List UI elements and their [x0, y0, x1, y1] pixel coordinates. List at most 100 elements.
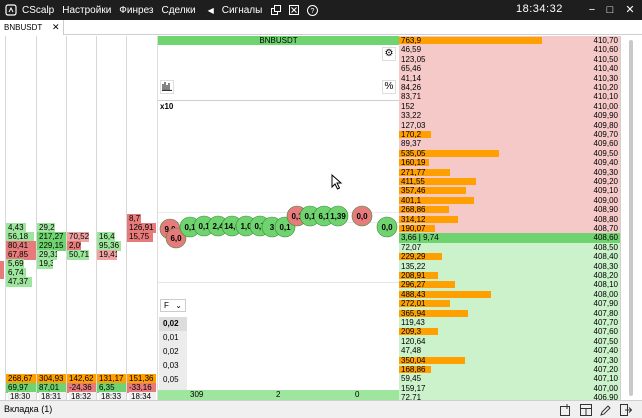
book-volume: 46,59 [401, 45, 422, 55]
book-row[interactable]: 209,3 407,60 [399, 327, 620, 337]
cluster-cell: 67,85 [6, 250, 36, 260]
order-book[interactable]: 763,9 410,70 46,59 410,60 123,05 410,50 65,46 4… [399, 36, 620, 418]
book-price: 408,40 [593, 252, 618, 262]
book-row[interactable]: 229,29 408,40 [399, 252, 620, 262]
book-row[interactable]: 152 410,00 [399, 101, 620, 112]
book-row[interactable]: 357,46 409,10 [399, 186, 620, 196]
book-row[interactable]: 72,07 408,50 [399, 242, 620, 253]
minimize-button[interactable]: − [588, 4, 596, 16]
size-option[interactable]: 0,05 [159, 373, 187, 390]
book-row[interactable]: 190,07 408,70 [399, 224, 620, 234]
workspace-tab[interactable]: Вкладка (1) [4, 404, 53, 414]
book-price: 408,30 [593, 261, 618, 271]
book-price: 409,00 [593, 195, 618, 205]
book-volume: 763,9 [401, 36, 422, 45]
size-option-selected[interactable]: 0,02 [159, 317, 187, 331]
collapse-arrow-icon[interactable]: ◀ [207, 5, 214, 15]
book-row[interactable]: 127,03 409,80 [399, 120, 620, 130]
book-row[interactable]: 159,17 407,00 [399, 383, 620, 394]
cluster-cell: 19,41 [97, 250, 117, 260]
cluster-edge [0, 261, 4, 279]
book-row[interactable]: 83,71 410,10 [399, 92, 620, 102]
cluster-delta: -33,16 [127, 383, 156, 393]
close-button[interactable]: ✕ [625, 4, 635, 16]
add-window-icon[interactable] [560, 404, 572, 416]
menu-deals[interactable]: Сделки [161, 4, 196, 16]
book-row[interactable]: 535,05 409,50 [399, 148, 620, 159]
size-option[interactable]: 0,01 [159, 331, 187, 345]
book-row[interactable]: 160,19 409,40 [399, 158, 620, 168]
book-row[interactable]: 47,48 407,40 [399, 346, 620, 356]
chart-panel[interactable]: BNBUSDT ⚙ % x10 9,0 6,0 0,1 0,1 2,4 14,0 1,0 0,… [157, 36, 399, 400]
maximize-button[interactable]: □ [606, 4, 614, 16]
percent-icon[interactable]: % [382, 80, 396, 94]
book-row[interactable]: 488,43 408,00 [399, 289, 620, 300]
trade-bubble-label: 3 [270, 223, 275, 232]
title-bar: CScalp Настройки Финрез Сделки ◀ Сигналы… [0, 0, 642, 20]
app-logo-icon [4, 3, 18, 17]
book-row[interactable]: 72,71 406,90 [399, 393, 620, 403]
volume-bar [399, 366, 431, 373]
cluster-time: 18:32 [69, 392, 96, 402]
book-row[interactable]: 123,05 410,50 [399, 54, 620, 65]
cluster-cell: 70,52 [67, 232, 89, 242]
book-row[interactable]: 59,45 407,10 [399, 374, 620, 384]
book-row[interactable]: 170,2 409,70 [399, 130, 620, 140]
book-row[interactable]: 65,46 410,40 [399, 64, 620, 74]
book-volume: 535,05 [401, 148, 426, 158]
help-icon[interactable]: ? [306, 4, 318, 16]
book-row[interactable]: 271,77 409,30 [399, 167, 620, 177]
timeframe-select[interactable]: F ⌄ [160, 299, 186, 312]
book-row[interactable]: 84,26 410,20 [399, 83, 620, 93]
book-volume: 127,03 [401, 120, 426, 130]
book-row[interactable]: 46,59 410,60 [399, 45, 620, 55]
book-row[interactable]: 135,22 408,30 [399, 261, 620, 271]
trade-bubble-label: 1,0 [240, 222, 252, 231]
close-all-icon[interactable] [288, 4, 300, 16]
book-price: 407,20 [593, 365, 618, 374]
book-row[interactable]: 314,12 408,80 [399, 214, 620, 224]
windows-icon[interactable] [270, 4, 282, 16]
book-row[interactable]: 119,43 407,70 [399, 318, 620, 328]
book-row[interactable]: 120,64 407,50 [399, 336, 620, 347]
settings-gear-icon[interactable]: ⚙ [382, 47, 396, 61]
cluster-time: 18:30 [8, 392, 36, 402]
book-row[interactable]: 411,55 409,20 [399, 177, 620, 187]
book-row[interactable]: 89,37 409,60 [399, 139, 620, 149]
book-row[interactable]: 268,86 408,90 [399, 205, 620, 215]
volume-bar [399, 309, 468, 317]
book-volume: 120,64 [401, 336, 426, 346]
book-row[interactable]: 41,14 410,30 [399, 73, 620, 83]
book-row[interactable]: 296,27 408,10 [399, 280, 620, 290]
book-row[interactable]: 350,04 407,30 [399, 355, 620, 365]
cluster-cell: 8,7 [127, 214, 141, 224]
size-option[interactable]: 0,03 [159, 359, 187, 373]
trade-bubble-label: 0,1 [291, 212, 303, 221]
tab-strip: BNBUSDT ✕ [0, 20, 642, 35]
layout-icon[interactable] [580, 404, 592, 416]
menu-finrez[interactable]: Финрез [119, 4, 154, 16]
book-row[interactable]: 168,86 407,20 [399, 365, 620, 375]
cluster-time: 18:33 [99, 392, 126, 402]
vertical-scrollbar[interactable] [620, 36, 642, 400]
edit-icon[interactable] [600, 404, 612, 416]
bar-chart-icon[interactable] [160, 80, 174, 94]
scroll-thumb[interactable] [629, 40, 633, 396]
book-row[interactable]: 365,94 407,80 [399, 308, 620, 318]
exit-icon[interactable] [620, 404, 633, 416]
menu-settings[interactable]: Настройки [62, 4, 112, 16]
book-volume: 170,2 [401, 130, 422, 139]
size-option[interactable]: 0,02 [159, 345, 187, 359]
tab-close-icon[interactable]: ✕ [52, 22, 60, 32]
book-row[interactable]: 401,1 409,00 [399, 195, 620, 206]
book-volume: 229,29 [401, 252, 426, 262]
book-volume: 208,91 [401, 271, 426, 280]
book-row[interactable]: 3,66 | 9,74 408,60 [399, 233, 620, 243]
menu-signals[interactable]: Сигналы [221, 4, 263, 16]
tab-bnbusdt[interactable]: BNBUSDT ✕ [0, 20, 64, 35]
book-row[interactable]: 763,9 410,70 [399, 36, 620, 46]
book-row[interactable]: 208,91 408,20 [399, 271, 620, 281]
book-volume: 160,19 [401, 158, 426, 168]
book-row[interactable]: 272,01 407,90 [399, 299, 620, 309]
book-row[interactable]: 33,22 409,90 [399, 111, 620, 121]
